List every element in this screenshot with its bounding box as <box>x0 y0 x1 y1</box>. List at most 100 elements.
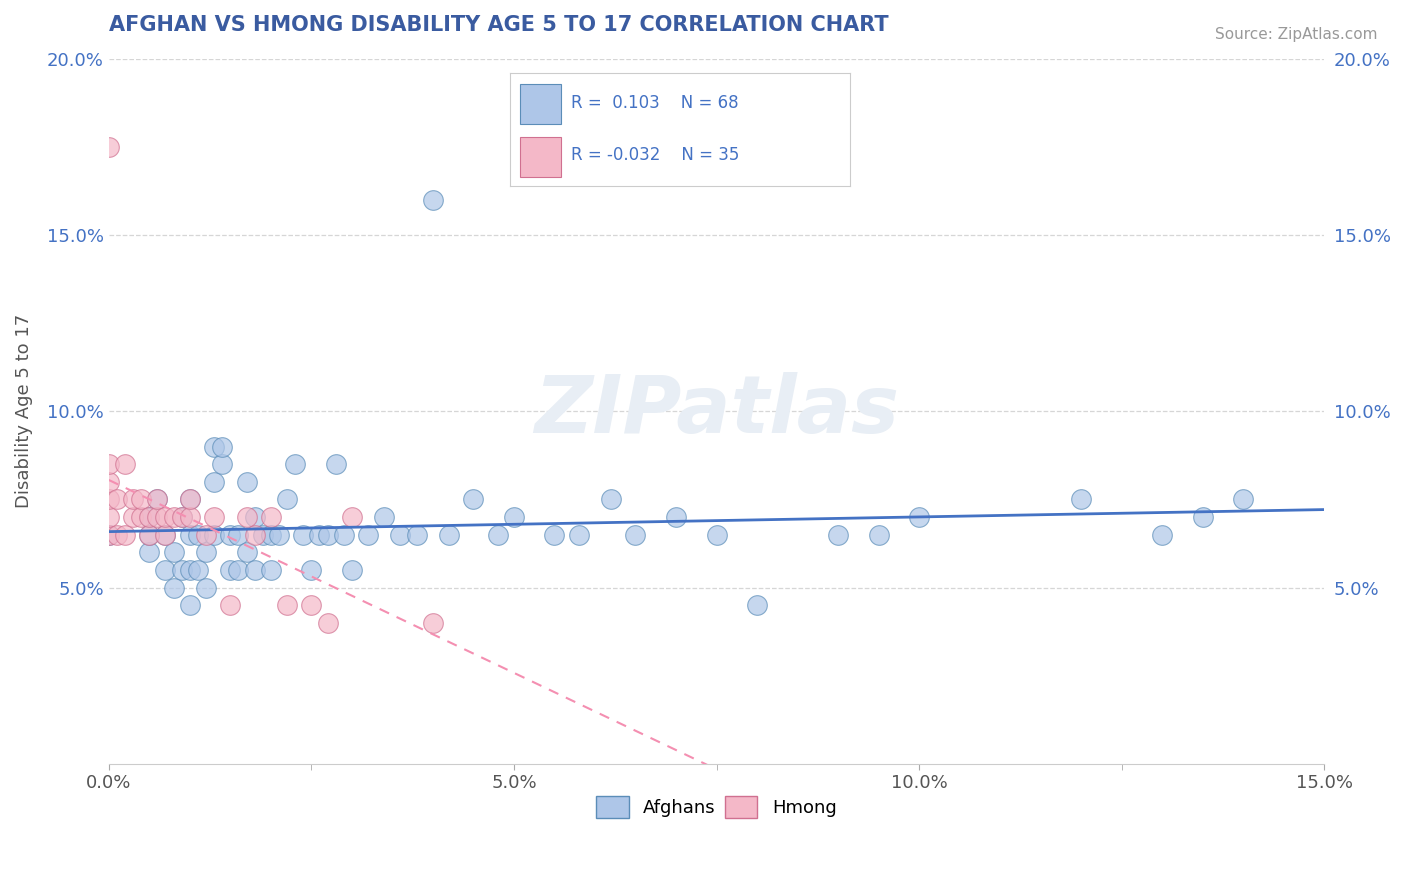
Point <box>1191 510 1213 524</box>
Point <box>105 492 128 507</box>
Point <box>260 563 283 577</box>
Point <box>129 510 152 524</box>
Point <box>97 527 120 541</box>
Point <box>187 563 209 577</box>
Point <box>170 510 193 524</box>
Point <box>195 581 218 595</box>
Point <box>1152 527 1174 541</box>
Point <box>665 510 688 524</box>
Point <box>162 510 184 524</box>
Point <box>299 563 322 577</box>
Point <box>276 598 298 612</box>
Point <box>340 563 363 577</box>
Point <box>155 527 177 541</box>
Point <box>486 527 509 541</box>
Point <box>422 193 444 207</box>
Point <box>97 492 120 507</box>
Point <box>243 510 266 524</box>
Point <box>97 140 120 154</box>
Point <box>908 510 931 524</box>
Point <box>146 510 169 524</box>
Point <box>243 563 266 577</box>
Point <box>202 527 225 541</box>
Point <box>179 598 201 612</box>
Point <box>373 510 395 524</box>
Point <box>235 510 257 524</box>
Point <box>146 492 169 507</box>
Point <box>437 527 460 541</box>
Point <box>211 440 233 454</box>
Point <box>129 492 152 507</box>
Point <box>706 527 728 541</box>
Point <box>868 527 890 541</box>
Point <box>162 545 184 559</box>
Point <box>211 457 233 471</box>
Point <box>97 475 120 489</box>
Point <box>325 457 347 471</box>
Point <box>138 545 160 559</box>
Point <box>316 527 339 541</box>
Text: AFGHAN VS HMONG DISABILITY AGE 5 TO 17 CORRELATION CHART: AFGHAN VS HMONG DISABILITY AGE 5 TO 17 C… <box>108 15 889 35</box>
Point <box>170 563 193 577</box>
Point <box>114 457 136 471</box>
Point <box>97 510 120 524</box>
Point <box>235 475 257 489</box>
Point <box>308 527 330 541</box>
Point <box>187 527 209 541</box>
Point <box>332 527 354 541</box>
Point <box>389 527 412 541</box>
Point <box>292 527 315 541</box>
Point <box>624 527 647 541</box>
Point <box>202 440 225 454</box>
Point <box>243 527 266 541</box>
Text: Source: ZipAtlas.com: Source: ZipAtlas.com <box>1215 27 1378 42</box>
Point <box>1232 492 1254 507</box>
Point <box>114 527 136 541</box>
Point <box>122 492 145 507</box>
Point <box>1070 492 1092 507</box>
Point <box>195 545 218 559</box>
Point <box>228 563 250 577</box>
Point <box>299 598 322 612</box>
Point <box>260 510 283 524</box>
Point <box>340 510 363 524</box>
Point <box>138 527 160 541</box>
Point <box>179 492 201 507</box>
Point <box>179 527 201 541</box>
Point <box>235 545 257 559</box>
Point <box>827 527 849 541</box>
Point <box>97 457 120 471</box>
Point <box>138 510 160 524</box>
Point <box>219 527 242 541</box>
Point <box>503 510 526 524</box>
Legend: Afghans, Hmong: Afghans, Hmong <box>589 789 844 825</box>
Point <box>745 598 768 612</box>
Point <box>316 615 339 630</box>
Point <box>219 598 242 612</box>
Text: ZIPatlas: ZIPatlas <box>534 372 898 450</box>
Point <box>252 527 274 541</box>
Point <box>138 510 160 524</box>
Point <box>162 581 184 595</box>
Point <box>179 492 201 507</box>
Point <box>97 527 120 541</box>
Point <box>155 510 177 524</box>
Point <box>543 527 565 541</box>
Point <box>276 492 298 507</box>
Point <box>600 492 623 507</box>
Point <box>267 527 290 541</box>
Point <box>202 475 225 489</box>
Point <box>228 527 250 541</box>
Point <box>155 527 177 541</box>
Point <box>146 492 169 507</box>
Point <box>138 527 160 541</box>
Point <box>568 527 591 541</box>
Point <box>179 563 201 577</box>
Point <box>170 510 193 524</box>
Point <box>105 527 128 541</box>
Point <box>202 510 225 524</box>
Point <box>219 563 242 577</box>
Point <box>195 527 218 541</box>
Point <box>179 510 201 524</box>
Point <box>260 527 283 541</box>
